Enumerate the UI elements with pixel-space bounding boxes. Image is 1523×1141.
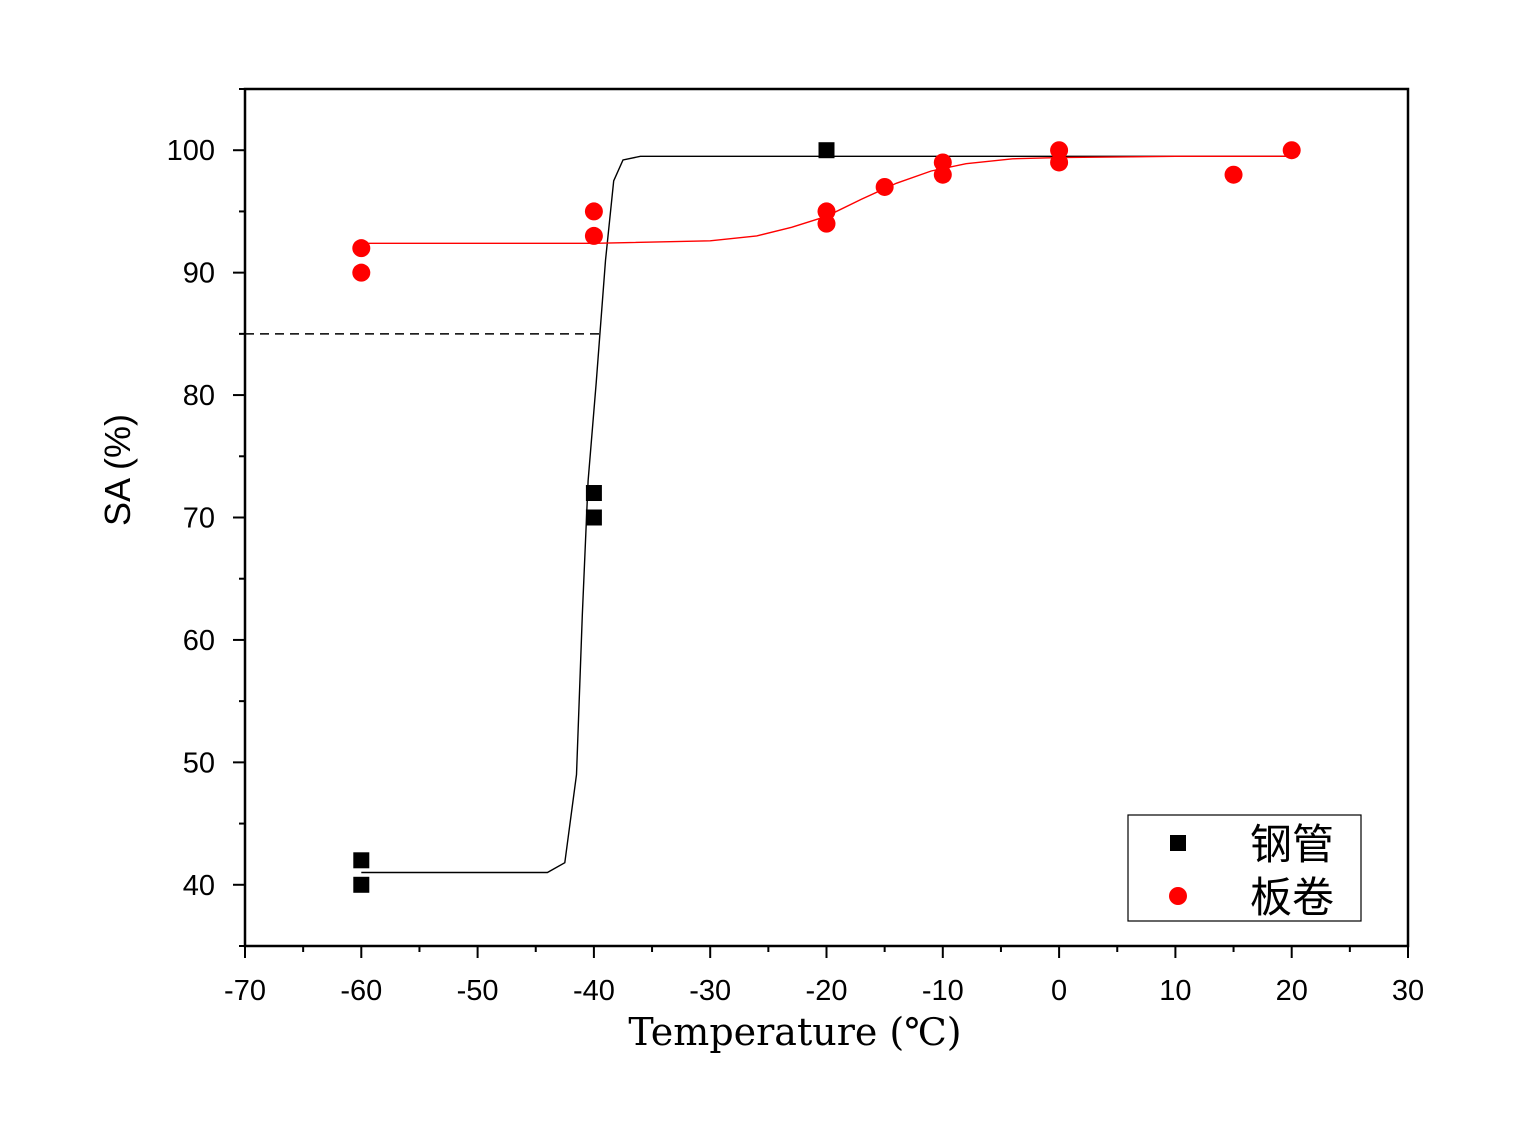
data-point-series-1 [585,485,602,502]
y-axis-label: SA (%) [97,414,138,526]
y-tick-label: 50 [183,747,215,779]
minor-ticks [239,88,1351,952]
legend-label-steel-pipe: 钢管 [1250,820,1334,869]
data-point-series-2 [352,263,371,282]
data-points [352,141,1301,893]
data-point-series-2 [1224,165,1243,184]
x-tick-label: -20 [806,975,848,1007]
legend-label-plate-coil: 板卷 [1250,873,1334,922]
data-point-series-1 [818,142,835,159]
data-point-series-2 [817,214,836,233]
data-point-series-2 [1050,153,1069,172]
x-tick-label: 0 [1051,975,1067,1007]
x-axis-label: Temperature (℃) [628,1010,961,1054]
y-tick-label: 70 [183,503,215,535]
data-point-series-2 [933,165,952,184]
x-tick-label: -40 [573,975,615,1007]
data-point-series-1 [585,509,602,526]
major-ticks [233,149,1409,958]
x-tick-label: -10 [922,975,964,1007]
y-tick-label: 40 [183,870,215,902]
y-tick-label: 90 [183,258,215,290]
y-tick-labels: 40 50 60 70 80 90 100 [167,135,215,902]
y-tick-label: 80 [183,380,215,412]
fit-curve-series-1 [361,155,1292,874]
legend-marker-plate-coil [1169,887,1187,905]
x-tick-label: 10 [1159,975,1191,1007]
data-point-series-2 [584,226,603,245]
x-tick-label: 20 [1276,975,1308,1007]
legend: 钢管 板卷 [1127,814,1362,922]
fit-curves [361,155,1292,874]
data-point-series-2 [584,202,603,221]
y-tick-label: 100 [167,135,215,167]
x-tick-labels: -70 -60 -50 -40 -30 -20 -10 0 10 20 30 [224,975,1424,1007]
data-point-series-2 [1282,141,1301,160]
legend-box [1127,814,1362,922]
x-tick-label: 30 [1392,975,1424,1007]
x-tick-label: -50 [457,975,499,1007]
data-point-series-1 [353,876,370,893]
x-tick-label: -70 [224,975,266,1007]
data-point-series-2 [875,177,894,196]
y-tick-label: 60 [183,625,215,657]
legend-marker-steel-pipe [1170,835,1186,851]
x-tick-label: -60 [340,975,382,1007]
data-point-series-2 [352,239,371,258]
data-point-series-1 [353,852,370,869]
x-tick-label: -30 [689,975,731,1007]
